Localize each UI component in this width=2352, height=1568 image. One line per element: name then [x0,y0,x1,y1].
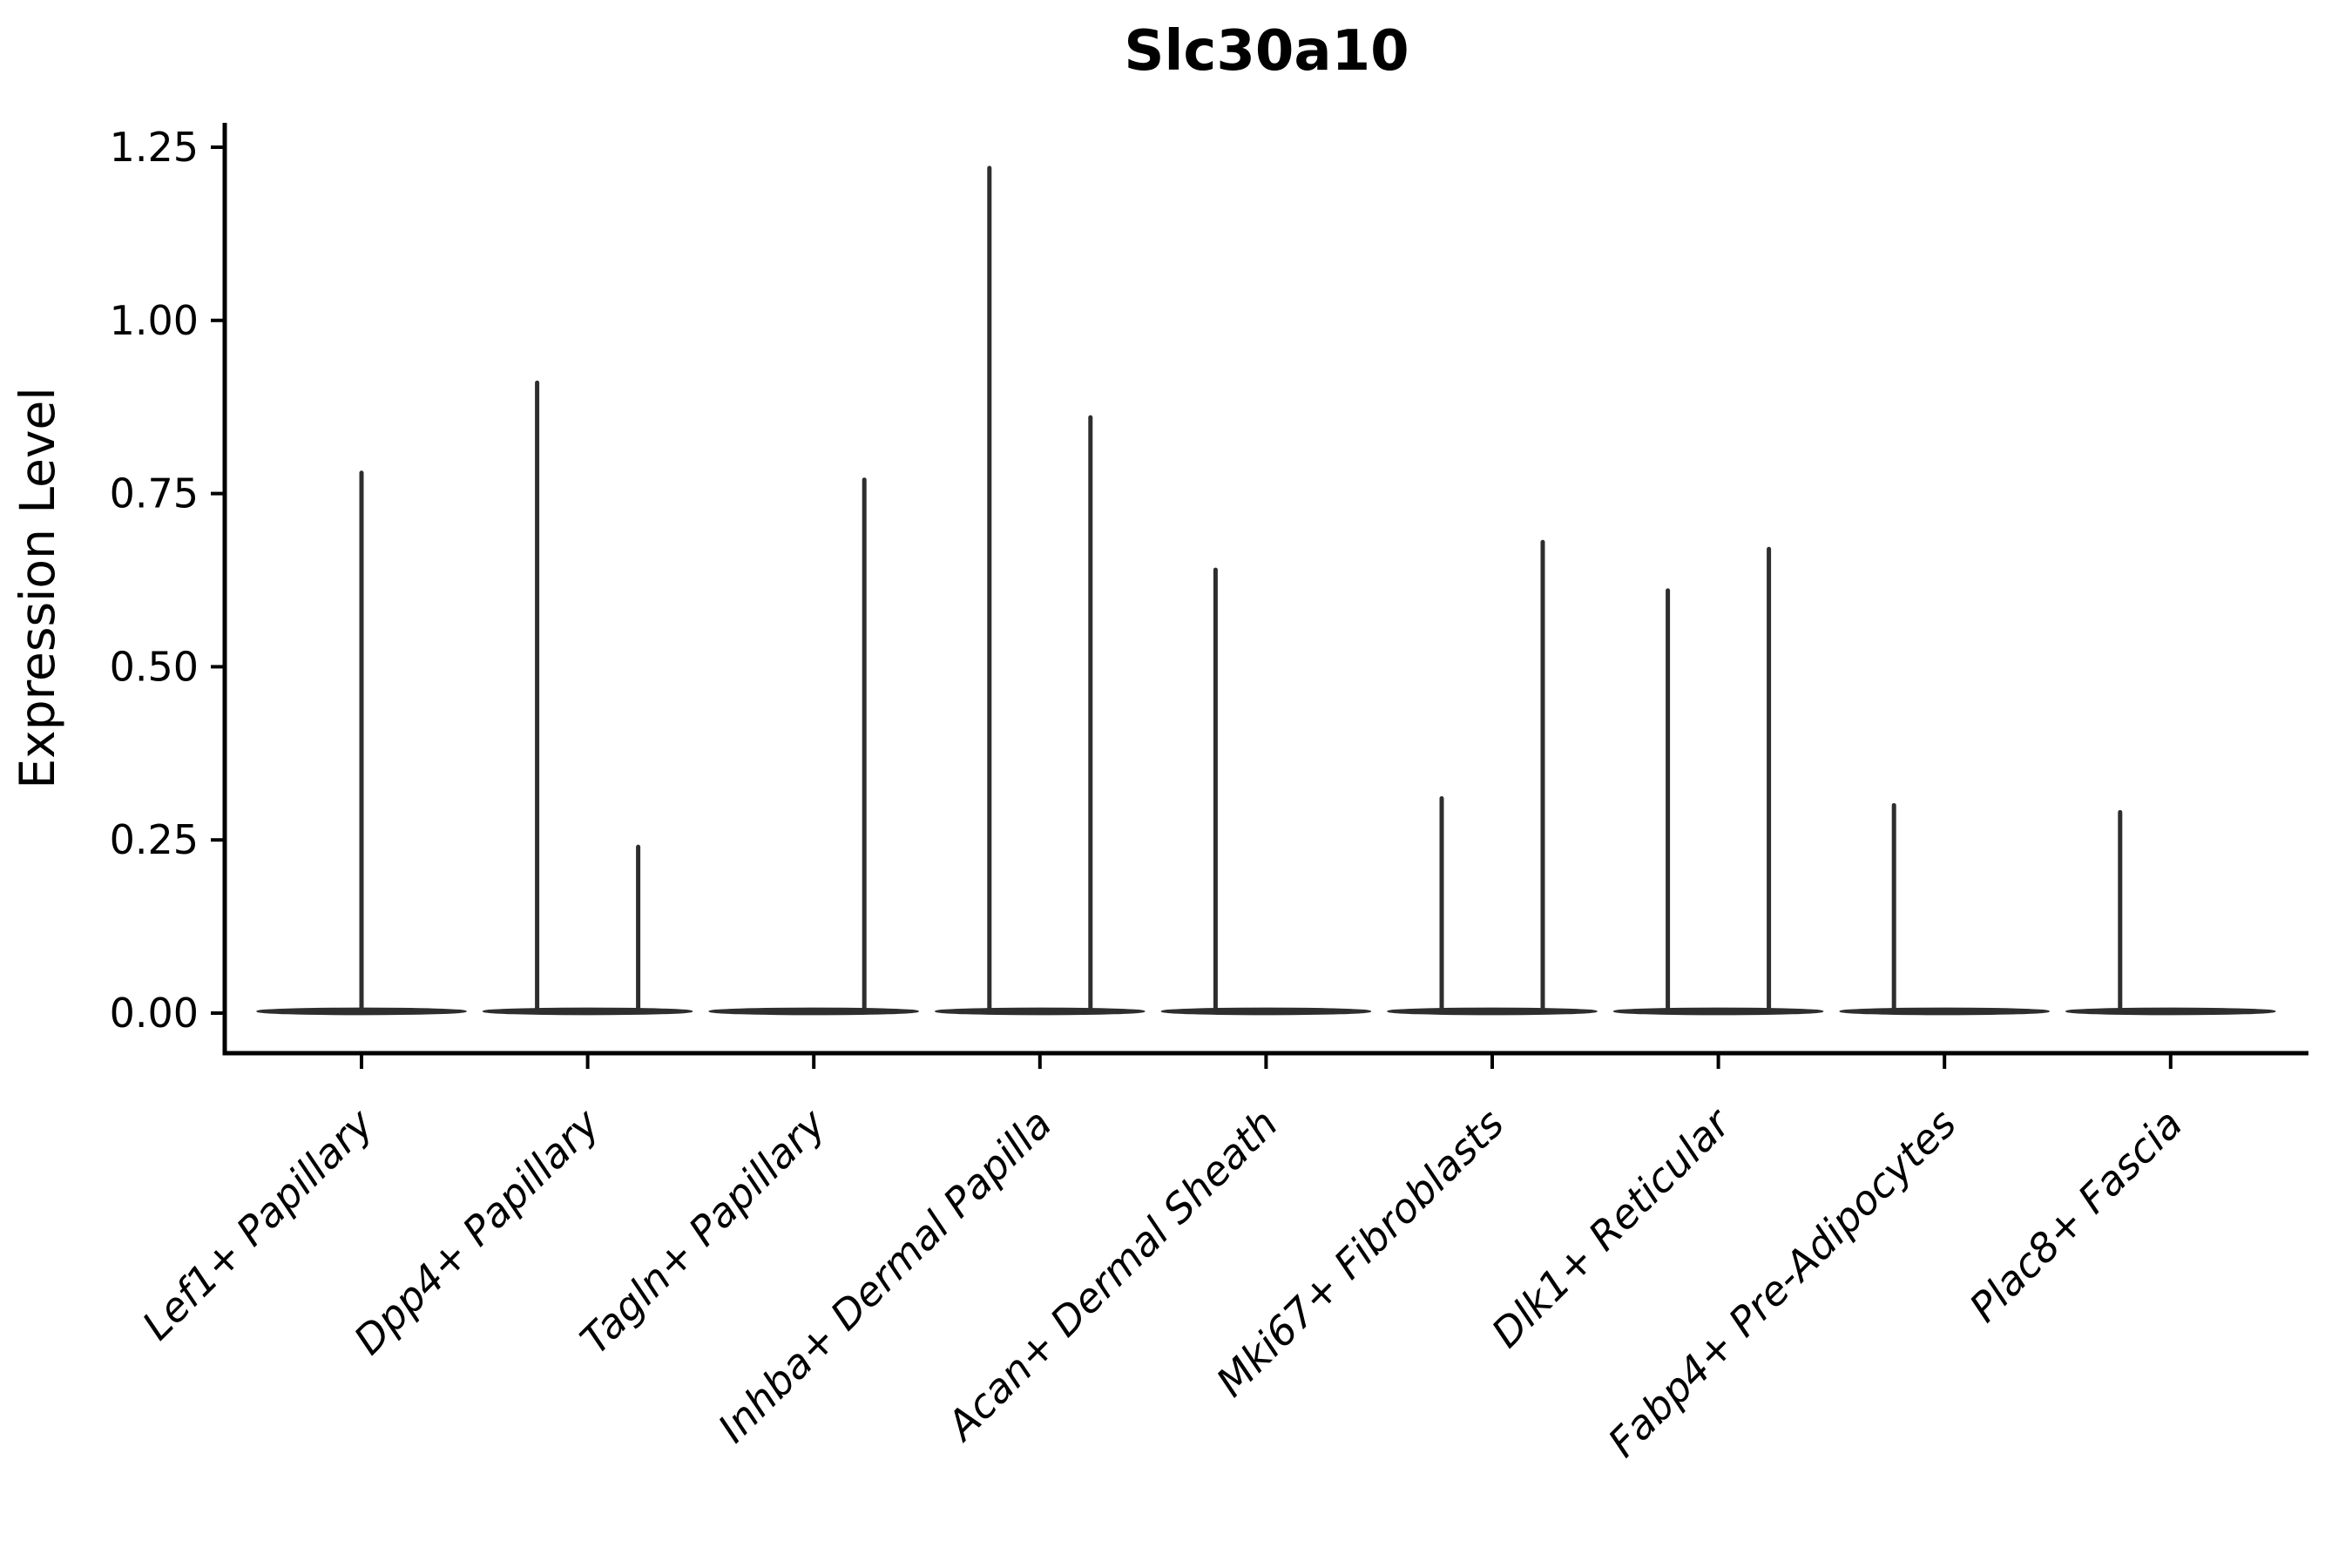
violin [1160,567,1372,1016]
violin [1612,546,1824,1016]
x-tick-label: Tagln+ Papillary [571,1099,835,1363]
violin [1839,802,2050,1016]
violin [2065,809,2276,1016]
violin [482,380,693,1016]
x-tick-label: Plac8+ Fascia [1960,1100,2191,1331]
violins-group [256,166,2276,1016]
y-ticks-group: 0.00 0.25 0.50 0.75 1.00 1.25 [110,124,225,1037]
y-axis-label: Expression Level [10,387,65,788]
y-tick-label: 1.00 [110,297,199,344]
y-tick-label: 0.75 [110,470,199,517]
x-tick-label: Dpp4+ Papillary [345,1099,609,1363]
violin-zero-body [2065,1007,2276,1016]
violin [1387,539,1598,1016]
violin [935,166,1146,1016]
violin-zero-body [482,1007,693,1016]
violin-zero-body [1387,1007,1598,1016]
violin-zero-body [935,1007,1146,1016]
violin-zero-body [1839,1007,2050,1016]
chart-title: Slc30a10 [1124,19,1409,84]
y-tick-label: 0.50 [110,643,199,690]
violin-zero-body [1160,1007,1372,1016]
y-tick-label: 0.00 [110,990,199,1037]
violin [256,470,467,1016]
y-tick-label: 1.25 [110,124,199,171]
violin-zero-body [708,1007,919,1016]
violin [708,477,919,1016]
x-tick-label: Lef1+ Papillary [133,1099,382,1348]
x-tick-label: Dlk1+ Reticular [1483,1098,1741,1356]
y-tick-label: 0.25 [110,816,199,863]
violin-zero-body [1612,1007,1824,1016]
